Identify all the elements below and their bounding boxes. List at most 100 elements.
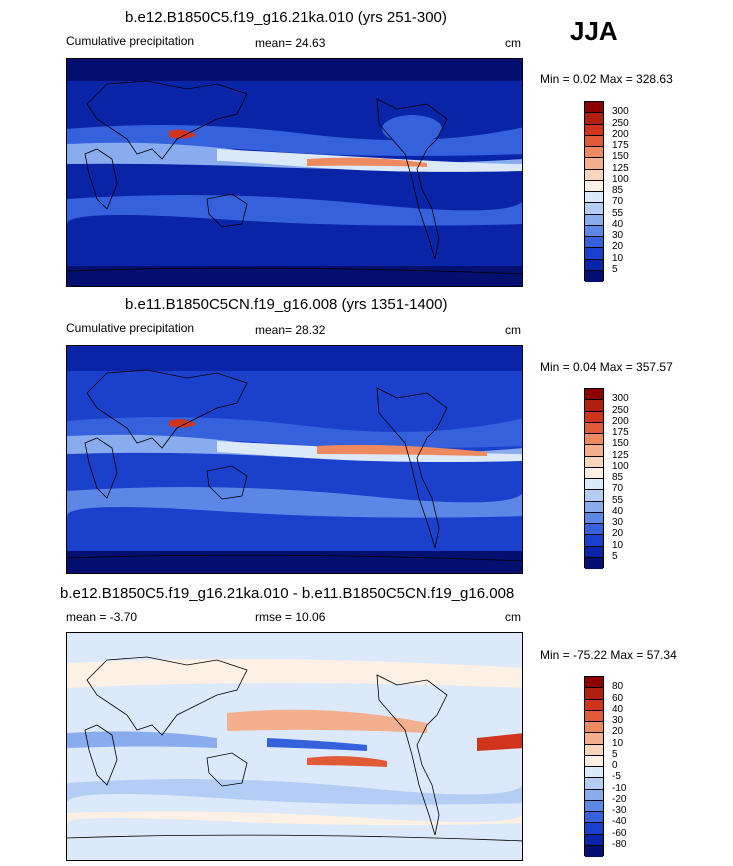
- colorbar-tick-label: 175: [612, 140, 629, 151]
- colorbar-tick-label: 70: [612, 483, 624, 495]
- colorbar-tick-label: 40: [612, 505, 624, 517]
- colorbar-tick-label: 5: [612, 263, 618, 275]
- colorbar-segment: [585, 248, 603, 260]
- colorbar-segment: [585, 688, 603, 700]
- panel1-minmax: Min = 0.02 Max = 328.63: [540, 72, 673, 86]
- colorbar-segment: [585, 699, 603, 711]
- colorbar-segment: [585, 169, 603, 181]
- colorbar-segment: [585, 512, 603, 524]
- colorbar-tick-label: 55: [612, 207, 624, 219]
- colorbar-tick-label: 40: [612, 218, 624, 230]
- colorbar-segment: [585, 389, 603, 401]
- colorbar-segment: [585, 834, 603, 846]
- colorbar-segment: [585, 546, 603, 558]
- panel1-title: b.e12.B1850C5.f19_g16.21ka.010 (yrs 251-…: [125, 9, 447, 26]
- colorbar-tick-label: 10: [612, 252, 624, 264]
- colorbar-segment: [585, 422, 603, 434]
- colorbar-tick-label: 40: [612, 703, 624, 715]
- colorbar-segment: [585, 456, 603, 468]
- colorbar-tick-label: 20: [612, 726, 624, 738]
- colorbar-tick-label: 100: [612, 173, 629, 185]
- colorbar-tick-label: 60: [612, 692, 624, 704]
- panel1-units: cm: [505, 36, 521, 50]
- panel2-variable-label: Cumulative precipitation: [66, 321, 195, 335]
- colorbar-segment: [585, 124, 603, 136]
- panel1-variable-label: Cumulative precipitation: [66, 34, 195, 48]
- colorbar-tick-label: 10: [612, 737, 624, 749]
- panel3-units: cm: [505, 610, 521, 624]
- colorbar-tick-label: -20: [612, 793, 627, 805]
- panel1-mean: mean= 24.63: [255, 36, 326, 50]
- colorbar-segment: [585, 733, 603, 745]
- colorbar-tick-label: 70: [612, 196, 624, 208]
- colorbar-segment: [585, 501, 603, 513]
- panel3-colorbar: [584, 676, 604, 857]
- colorbar-tick-label: 30: [612, 517, 624, 528]
- colorbar-tick-label: -60: [612, 827, 627, 839]
- panel2-title: b.e11.B1850C5CN.f19_g16.008 (yrs 1351-14…: [125, 296, 448, 313]
- colorbar-tick-label: 55: [612, 494, 624, 506]
- colorbar-segment: [585, 180, 603, 192]
- colorbar-tick-label: 125: [612, 162, 629, 174]
- colorbar-tick-label: -10: [612, 782, 627, 794]
- colorbar-tick-label: 150: [612, 438, 629, 450]
- panel3-map: [66, 632, 523, 861]
- colorbar-segment: [585, 237, 603, 249]
- colorbar-segment: [585, 755, 603, 767]
- colorbar-tick-label: 5: [612, 748, 618, 760]
- colorbar-segment: [585, 467, 603, 479]
- colorbar-tick-label: 5: [612, 550, 618, 562]
- panel2-units: cm: [505, 323, 521, 337]
- colorbar-tick-label: 100: [612, 460, 629, 472]
- season-label: JJA: [570, 16, 618, 46]
- colorbar-tick-label: 20: [612, 241, 624, 253]
- colorbar-tick-label: 175: [612, 427, 629, 438]
- panel2-map: [66, 345, 523, 574]
- colorbar-segment: [585, 789, 603, 801]
- colorbar-segment: [585, 445, 603, 457]
- colorbar-tick-label: 30: [612, 715, 624, 726]
- colorbar-segment: [585, 557, 603, 569]
- colorbar-tick-label: 250: [612, 404, 629, 416]
- colorbar-segment: [585, 203, 603, 215]
- colorbar-tick-label: 300: [612, 393, 629, 405]
- colorbar-segment: [585, 767, 603, 779]
- colorbar-segment: [585, 479, 603, 491]
- colorbar-segment: [585, 710, 603, 722]
- colorbar-segment: [585, 135, 603, 147]
- colorbar-segment: [585, 677, 603, 689]
- colorbar-tick-label: 150: [612, 151, 629, 163]
- colorbar-segment: [585, 845, 603, 857]
- colorbar-segment: [585, 434, 603, 446]
- colorbar-segment: [585, 158, 603, 170]
- colorbar-tick-label: 200: [612, 128, 629, 140]
- colorbar-tick-label: 0: [612, 760, 618, 771]
- colorbar-segment: [585, 270, 603, 282]
- colorbar-tick-label: 200: [612, 415, 629, 427]
- colorbar-tick-label: 85: [612, 185, 624, 196]
- colorbar-tick-label: 30: [612, 230, 624, 241]
- colorbar-segment: [585, 490, 603, 502]
- panel3-rmse: rmse = 10.06: [255, 610, 326, 624]
- panel3-title: b.e12.B1850C5.f19_g16.21ka.010 - b.e11.B…: [60, 585, 515, 602]
- colorbar-segment: [585, 225, 603, 237]
- colorbar-segment: [585, 192, 603, 204]
- colorbar-segment: [585, 744, 603, 756]
- colorbar-segment: [585, 812, 603, 824]
- colorbar-tick-label: 80: [612, 681, 624, 693]
- panel1-map: [66, 58, 523, 287]
- colorbar-segment: [585, 400, 603, 412]
- panel2-mean: mean= 28.32: [255, 323, 326, 337]
- colorbar-segment: [585, 778, 603, 790]
- colorbar-tick-label: 85: [612, 472, 624, 483]
- panel2-colorbar: [584, 388, 604, 569]
- colorbar-tick-label: 250: [612, 117, 629, 129]
- colorbar-segment: [585, 214, 603, 226]
- panel1-colorbar: [584, 101, 604, 282]
- colorbar-tick-label: -80: [612, 838, 627, 850]
- colorbar-tick-label: 300: [612, 106, 629, 118]
- colorbar-tick-label: 10: [612, 539, 624, 551]
- colorbar-segment: [585, 535, 603, 547]
- colorbar-segment: [585, 823, 603, 835]
- colorbar-tick-label: -40: [612, 816, 627, 828]
